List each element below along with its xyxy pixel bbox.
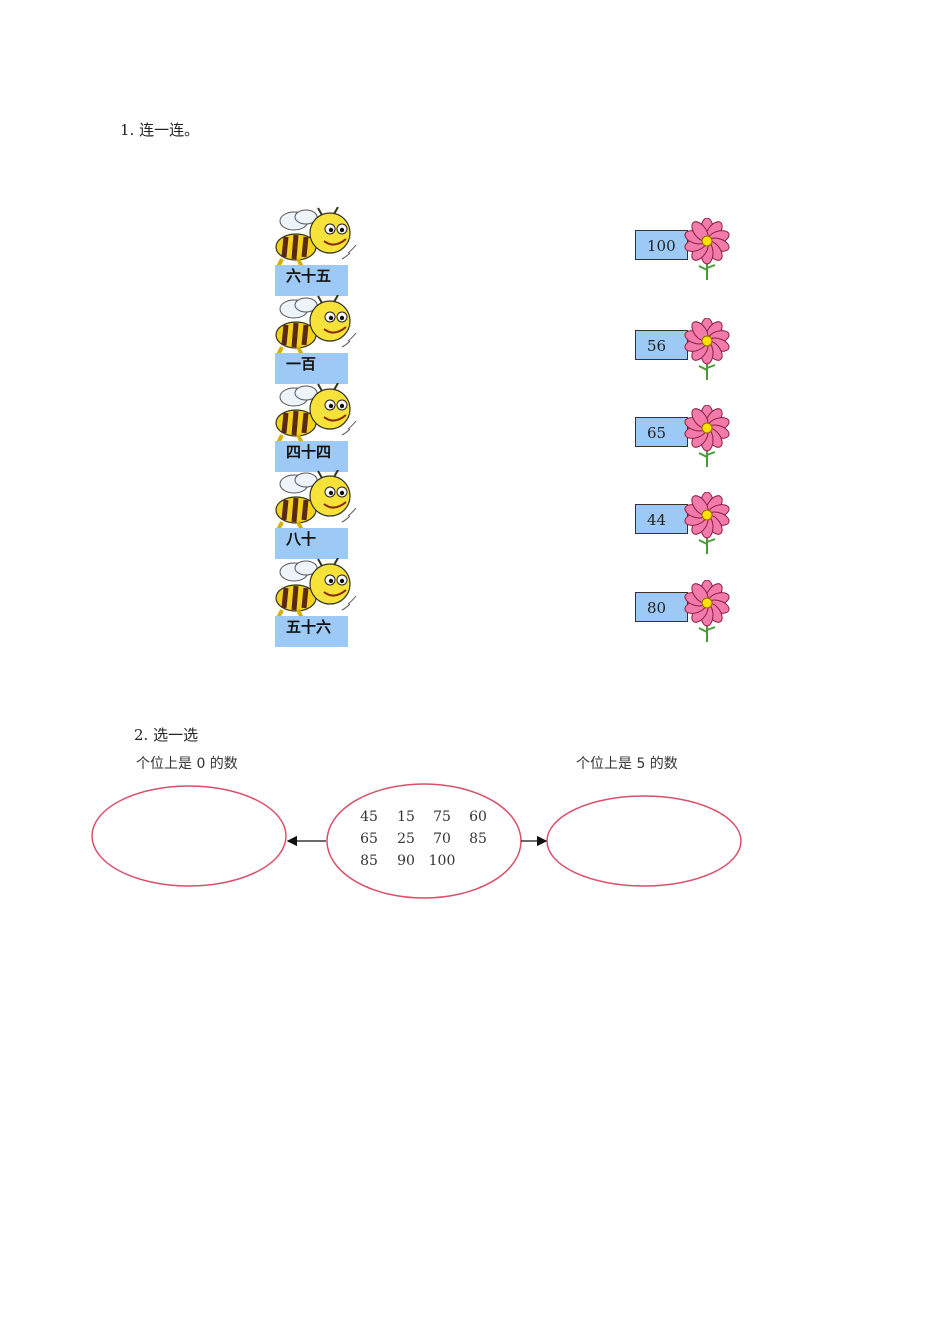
number-item[interactable]: 45: [360, 809, 378, 825]
flower-number-box[interactable]: 44: [635, 504, 688, 534]
number-item[interactable]: 85: [360, 853, 378, 869]
bee-picture: [272, 206, 358, 269]
flower-number-box[interactable]: 65: [635, 417, 688, 447]
right-category-label: 个位上是 5 的数: [576, 756, 678, 772]
bee-number-word-label[interactable]: 八十: [275, 528, 348, 559]
bee-number-word-label[interactable]: 六十五: [275, 265, 348, 296]
bee-picture: [272, 382, 358, 445]
flower-icon: [684, 491, 734, 558]
number-item[interactable]: 60: [469, 809, 487, 825]
number-item[interactable]: 65: [360, 831, 378, 847]
number-item[interactable]: 85: [469, 831, 487, 847]
number-item[interactable]: 70: [433, 831, 451, 847]
question-1-title: 1. 连一连。: [120, 121, 200, 139]
number-item[interactable]: 75: [433, 809, 451, 825]
left-category-label: 个位上是 0 的数: [136, 756, 238, 772]
bee-number-word-label[interactable]: 一百: [275, 353, 348, 384]
number-item[interactable]: 90: [397, 853, 415, 869]
flower-icon: [684, 217, 734, 284]
flower-icon: [684, 404, 734, 471]
bee-number-word-label[interactable]: 四十四: [275, 441, 348, 472]
number-item[interactable]: 25: [397, 831, 415, 847]
number-item[interactable]: 15: [397, 809, 415, 825]
bee-number-word-label[interactable]: 五十六: [275, 616, 348, 647]
flower-icon: [684, 317, 734, 384]
flower-number-box[interactable]: 100: [635, 230, 688, 260]
right-answer-ellipse[interactable]: [546, 795, 742, 887]
question-2-title: 2. 选一选: [134, 726, 199, 744]
bee-picture: [272, 294, 358, 357]
bee-picture: [272, 557, 358, 620]
left-answer-ellipse[interactable]: [91, 785, 287, 887]
source-numbers-ellipse: [326, 783, 522, 899]
number-item[interactable]: 100: [428, 853, 456, 869]
flower-icon: [684, 579, 734, 646]
